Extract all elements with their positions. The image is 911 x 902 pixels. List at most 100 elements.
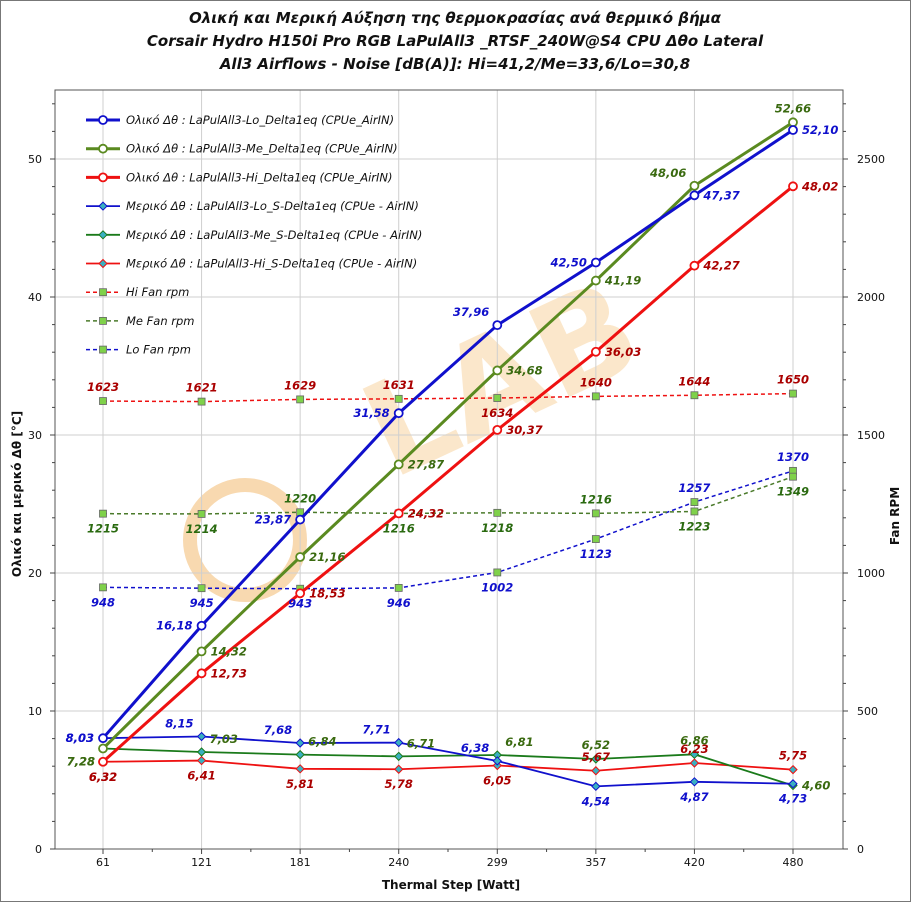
- data-label: 1634: [481, 406, 513, 420]
- data-point: [99, 583, 107, 592]
- y-tick-label: 0: [35, 843, 42, 856]
- legend-entry-label: Lo Fan rpm: [126, 343, 191, 357]
- data-point: [493, 568, 502, 577]
- chart-title-line-2: Corsair Hydro H150i Pro RGB LaPulAll3 _R…: [147, 32, 764, 50]
- data-point: [492, 424, 503, 435]
- legend-entry-label: Μερικό Δθ : LaPulAll3-Hi_S-Delta1eq (CPU…: [126, 257, 417, 271]
- x-tick-label: 480: [783, 856, 804, 869]
- y-tick-label: 50: [28, 153, 42, 166]
- series-line: [102, 475, 794, 515]
- chart-title-line-1: Ολική και Μερική Αύξηση της θερμοκρασίας…: [189, 9, 722, 27]
- data-point: [196, 620, 207, 631]
- data-point: [295, 552, 306, 562]
- data-point: [591, 509, 600, 518]
- data-point: [788, 764, 798, 775]
- series-line: [102, 392, 794, 403]
- series-line: [102, 470, 794, 590]
- data-label: 1640: [580, 375, 612, 389]
- data-label: 8,03: [66, 731, 94, 745]
- data-point: [591, 766, 601, 776]
- data-point: [492, 320, 503, 331]
- data-label: 48,06: [649, 166, 686, 180]
- data-label: 23,87: [255, 513, 291, 527]
- data-point: [98, 743, 108, 754]
- series-line: [101, 128, 794, 740]
- data-label: 7,28: [67, 755, 95, 769]
- data-label: 52,10: [802, 123, 838, 137]
- data-label: 6,52: [582, 738, 610, 752]
- data-point: [689, 758, 700, 768]
- data-label: 4,73: [778, 792, 807, 806]
- data-label: 47,37: [702, 188, 739, 202]
- legend-marker: [99, 345, 107, 354]
- series-line: [102, 747, 794, 787]
- data-label: 6,41: [187, 769, 215, 783]
- data-label: 27,87: [408, 457, 444, 471]
- data-label: 6,86: [680, 733, 708, 747]
- data-point: [689, 180, 700, 191]
- data-point: [689, 749, 700, 760]
- data-point: [789, 389, 797, 398]
- data-label: 1644: [678, 374, 710, 388]
- legend-marker: [98, 172, 108, 183]
- data-point: [590, 346, 601, 357]
- data-label: 4,54: [581, 794, 610, 808]
- data-point: [394, 394, 403, 403]
- data-label: 5,81: [286, 777, 314, 791]
- data-point: [295, 514, 306, 525]
- y2-tick-label: 1000: [857, 567, 885, 580]
- series-line: [101, 121, 794, 750]
- x-tick-label: 420: [684, 856, 705, 869]
- plot-area: [54, 89, 844, 850]
- data-point: [196, 646, 207, 657]
- data-label: 6,81: [505, 735, 533, 749]
- legend-marker: [98, 258, 108, 269]
- series-line: [102, 735, 794, 788]
- data-label: 42,27: [702, 259, 739, 273]
- data-point: [295, 749, 305, 760]
- data-point: [197, 397, 206, 406]
- data-point: [590, 257, 601, 268]
- data-label: 1214: [186, 522, 218, 536]
- data-label: 5,75: [779, 749, 807, 763]
- data-point: [591, 754, 601, 764]
- legend-marker: [98, 115, 108, 125]
- data-point: [689, 260, 700, 271]
- data-point: [492, 365, 503, 376]
- data-label: 1215: [87, 522, 119, 536]
- data-label: 16,18: [156, 619, 192, 633]
- data-label: 1002: [481, 580, 513, 594]
- y2-axis-label: Fan RPM: [888, 487, 902, 545]
- data-point: [492, 756, 502, 766]
- data-label: 6,71: [407, 736, 435, 750]
- y-tick-label: 20: [28, 567, 42, 580]
- data-point: [788, 779, 798, 789]
- data-label: 1650: [777, 373, 809, 387]
- legend-entry-label: Me Fan rpm: [126, 314, 195, 328]
- data-label: 7,28: [67, 755, 95, 769]
- x-tick-label: 181: [290, 856, 311, 869]
- series-line: [101, 185, 794, 763]
- data-point: [197, 584, 206, 593]
- data-label: 5,67: [582, 750, 610, 764]
- legend-entry-label: Ολικό Δθ : LaPulAll3-Lo_Delta1eq (CPUe_A…: [126, 113, 394, 127]
- data-point: [196, 731, 207, 742]
- y-axis-label: Ολικό και μερικό Δθ [°C]: [10, 411, 24, 577]
- chart-title-line-3: All3 Airflows - Noise [dB(A)]: Hi=41,2/M…: [219, 55, 690, 73]
- data-label: 6,84: [308, 735, 336, 749]
- y2-tick-label: 1500: [857, 429, 885, 442]
- data-point: [98, 756, 108, 767]
- x-tick-label: 240: [388, 856, 409, 869]
- data-label: 34,68: [506, 363, 542, 377]
- data-point: [295, 738, 305, 748]
- data-label: 1621: [186, 381, 218, 395]
- data-label: 7,03: [210, 732, 238, 746]
- data-point: [394, 751, 404, 762]
- data-label: 31,58: [353, 406, 389, 420]
- legend-entry-label: Ολικό Δθ : LaPulAll3-Me_Delta1eq (CPUe_A…: [126, 142, 398, 156]
- legend-marker: [99, 288, 107, 297]
- data-point: [394, 737, 404, 748]
- data-label: 24,32: [408, 506, 444, 520]
- data-point: [98, 733, 108, 744]
